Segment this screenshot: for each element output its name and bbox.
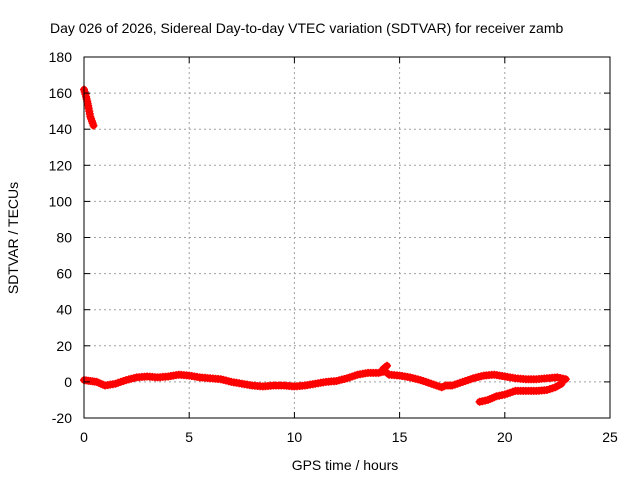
y-axis-label: SDTVAR / TECUs	[5, 182, 21, 294]
x-tick-label: 5	[185, 429, 193, 445]
y-tick-label: 20	[56, 338, 72, 354]
x-tick-label: 0	[80, 429, 88, 445]
y-tick-label: -20	[52, 410, 72, 426]
y-tick-label: 120	[49, 157, 73, 173]
data-marks	[80, 85, 570, 406]
data-point	[561, 375, 570, 384]
y-tick-label: 0	[64, 374, 72, 390]
data-point	[557, 379, 566, 388]
y-tick-label: 40	[56, 302, 72, 318]
series-early-high-values	[80, 85, 98, 130]
axis-ticks: 0 5 10 15 20 25 -20 0 20 40 60 80 100 120 140 160 180	[49, 49, 618, 445]
chart-title: Day 026 of 2026, Sidereal Day-to-day VTE…	[50, 20, 563, 36]
series-main-trace	[80, 367, 570, 392]
y-tick-label: 80	[56, 230, 72, 246]
grid-lines	[84, 57, 610, 418]
x-axis-label: GPS time / hours	[292, 457, 399, 473]
x-tick-label: 10	[287, 429, 303, 445]
x-tick-label: 15	[392, 429, 408, 445]
y-tick-label: 160	[49, 85, 73, 101]
series-secondary-trace	[475, 379, 566, 406]
y-tick-label: 140	[49, 121, 73, 137]
y-tick-label: 180	[49, 49, 73, 65]
series-trace-fragment	[378, 361, 391, 374]
x-tick-label: 20	[497, 429, 513, 445]
y-tick-label: 100	[49, 193, 73, 209]
y-tick-label: 60	[56, 266, 72, 282]
data-point	[89, 121, 98, 130]
data-point	[383, 361, 391, 370]
x-tick-label: 25	[602, 429, 618, 445]
